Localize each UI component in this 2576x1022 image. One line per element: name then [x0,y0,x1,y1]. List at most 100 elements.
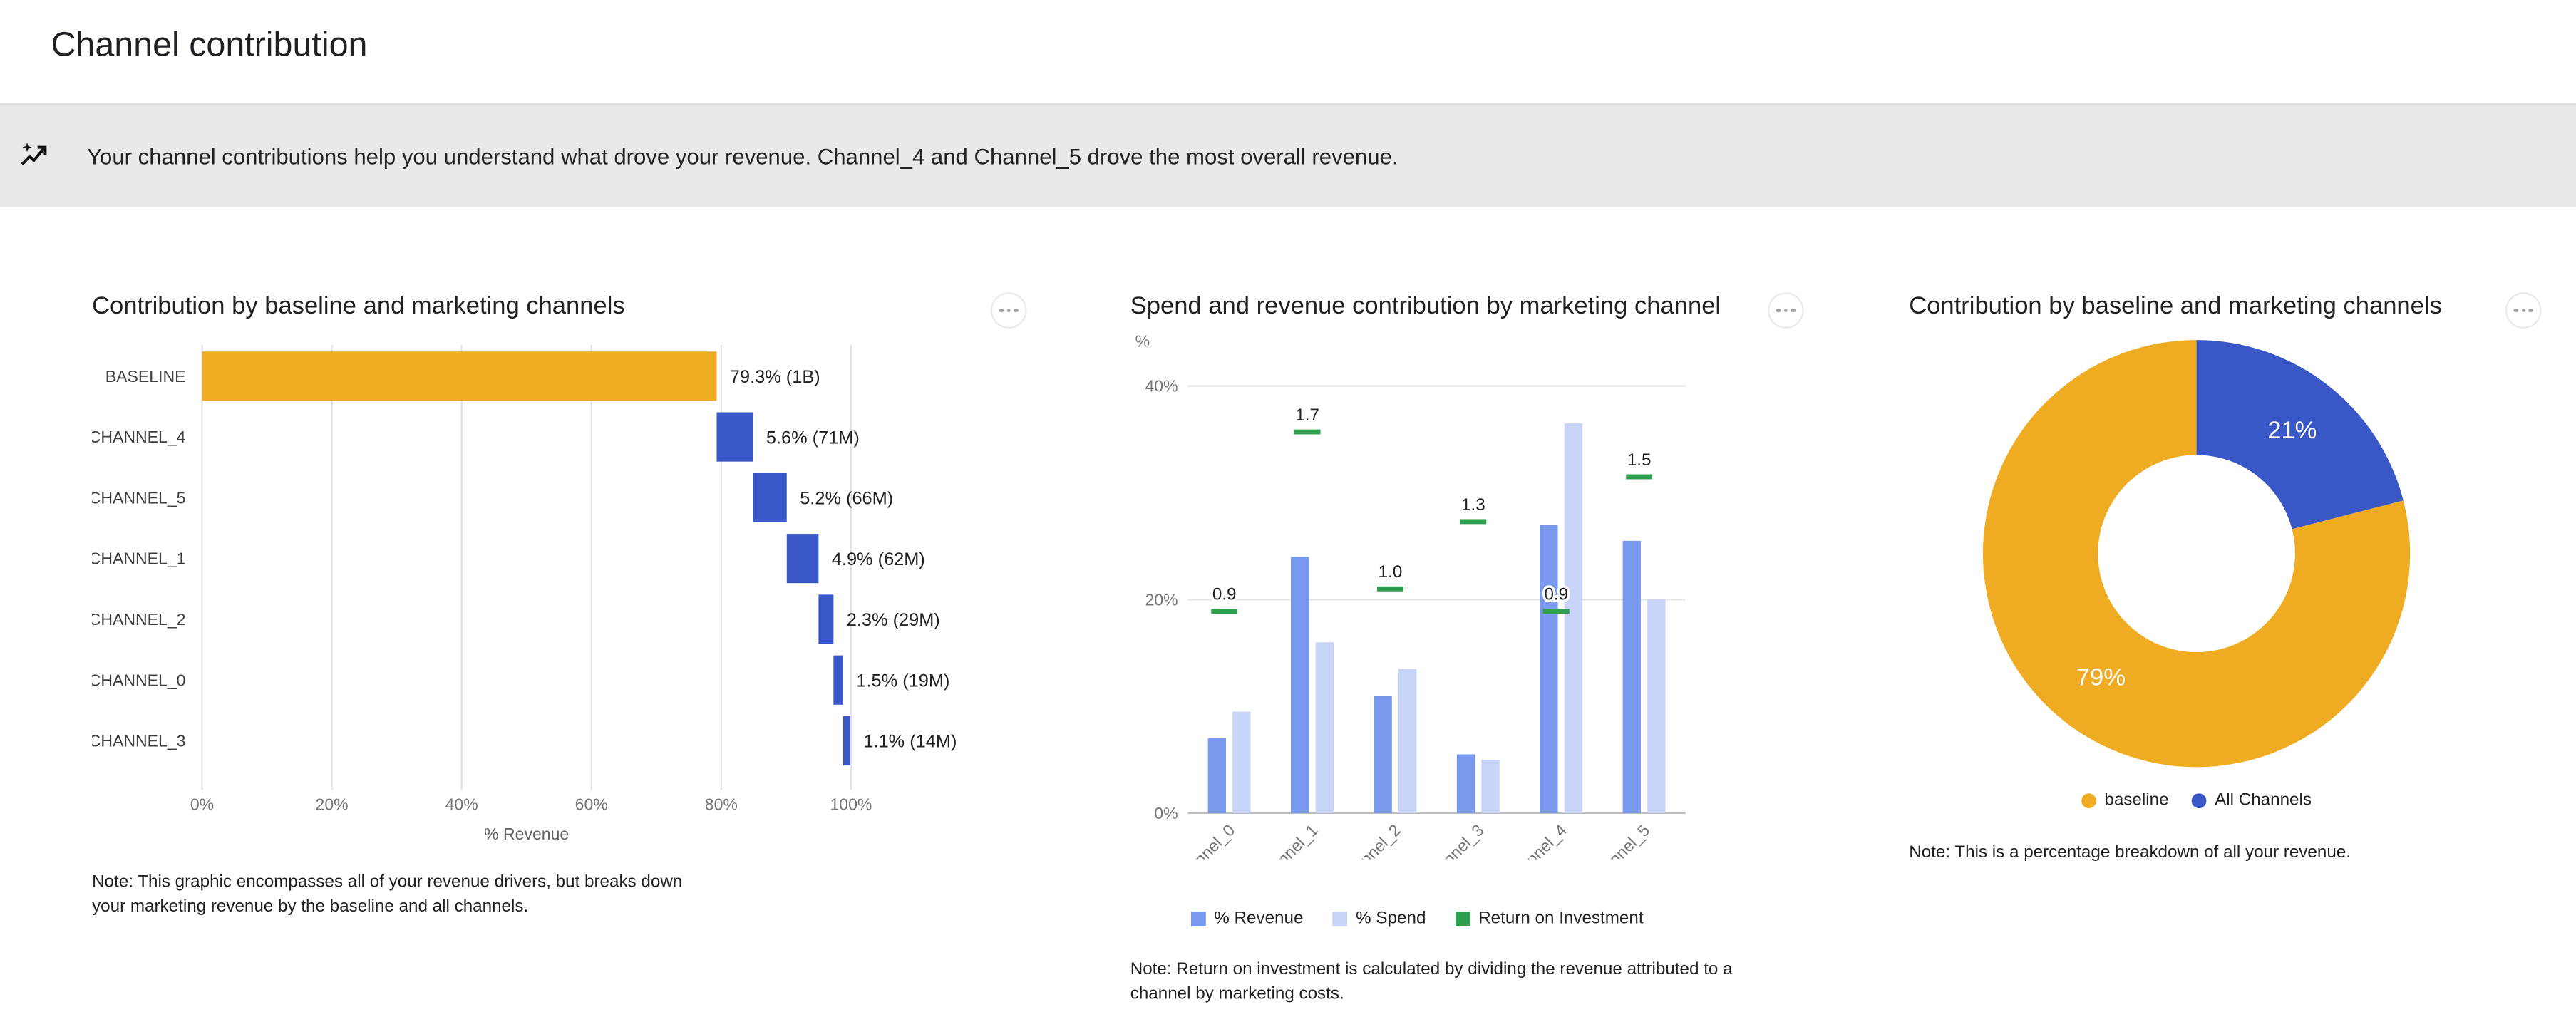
spend-bar [1398,669,1417,813]
roi-value-label: 1.3 [1461,495,1485,515]
donut-slice-baseline [1982,340,2411,768]
x-tick-label: Channel_1 [1252,820,1322,859]
x-axis-title: % Revenue [484,825,569,843]
insights-icon [18,140,51,172]
menu-dot [1783,308,1788,313]
menu-dot [2528,308,2533,313]
menu-dot [2513,308,2518,313]
bar-value-label: 79.3% (1B) [730,367,820,387]
category-label: CHANNEL_2 [92,610,185,629]
legend-label-baseline: baseline [2104,790,2169,810]
spend-revenue-legend: % Revenue % Spend Return on Investment [1191,908,1644,929]
roi-marker [1294,429,1321,435]
x-tick-label: Channel_3 [1418,820,1487,859]
menu-dot [1006,308,1011,313]
y-axis-title: % [1135,331,1150,350]
legend-item-revenue[interactable]: % Revenue [1191,908,1304,929]
donut-chart-menu-button[interactable] [2505,292,2542,329]
waterfall-bar [786,534,819,584]
x-tick-label: Channel_5 [1584,820,1653,859]
revenue-bar [1622,540,1641,813]
roi-value-label: 0.9 [1544,585,1568,604]
menu-dot [2521,308,2526,313]
legend-label-roi: Return on Investment [1478,908,1644,929]
x-tick-label: 0% [190,795,214,813]
slice-percentage-label: 21% [2267,417,2317,444]
menu-dot [1791,308,1796,313]
spend-bar [1564,423,1583,813]
roi-marker [1460,519,1487,525]
spend-revenue-chart: % 0% 20% 40% 0.9 Channel_0 1.7 Channel_1 1.0 Chan… [1135,331,1686,859]
spend-revenue-chart-note: Note: Return on investment is calculated… [1130,959,1733,1004]
spend-revenue-chart-card: Spend and revenue contribution by market… [1130,292,1808,1015]
bar-value-label: 5.6% (71M) [766,428,860,448]
legend-item-all-channels[interactable]: All Channels [2191,790,2312,810]
waterfall-bar [818,594,834,644]
waterfall-bar [202,351,717,401]
page-title: Channel contribution [51,26,368,64]
spend-bar [1481,759,1500,813]
bar-value-label: 4.9% (62M) [832,549,925,569]
roi-value-label: 1.0 [1379,562,1403,582]
waterfall-chart-card: Contribution by baseline and marketing c… [92,292,1036,1015]
legend-label-all-channels: All Channels [2215,790,2312,810]
roi-value-label: 1.5 [1627,450,1652,470]
bar-value-label: 1.5% (19M) [856,671,949,691]
all-channels-swatch [2191,793,2207,807]
category-label: CHANNEL_0 [92,671,185,689]
legend-item-roi[interactable]: Return on Investment [1455,908,1644,929]
bar-value-label: 1.1% (14M) [863,732,957,752]
x-tick-label: 40% [445,795,478,813]
roi-marker [1542,609,1570,614]
menu-dot [1776,308,1781,313]
waterfall-chart-note: Note: This graphic encompasses all of yo… [92,872,683,917]
spend-swatch [1332,911,1348,926]
x-tick-label: 20% [316,795,349,813]
roi-marker [1377,586,1403,592]
donut-chart: 79% 21% [1982,340,2411,768]
x-tick-label: 100% [830,795,872,813]
revenue-bar [1207,738,1226,813]
page-header: Channel contribution [0,0,2576,103]
waterfall-chart-menu-button[interactable] [990,292,1027,329]
x-tick-label: Channel_4 [1501,820,1570,859]
waterfall-bar [753,473,787,522]
revenue-bar [1456,754,1475,813]
legend-label-revenue: % Revenue [1214,908,1304,929]
y-tick-label: 40% [1145,377,1178,396]
category-label: CHANNEL_3 [92,732,185,750]
y-tick-label: 20% [1145,590,1178,609]
bar-value-label: 5.2% (66M) [800,489,893,509]
spend-revenue-chart-menu-button[interactable] [1768,292,1804,329]
roi-marker [1626,474,1653,480]
revenue-bar [1374,696,1392,813]
category-label: CHANNEL_4 [92,428,186,446]
bar-value-label: 2.3% (29M) [847,610,940,630]
menu-dot [999,308,1004,313]
category-label: BASELINE [105,367,186,386]
x-tick-label: Channel_2 [1335,820,1404,859]
roi-value-label: 0.9 [1212,585,1237,604]
revenue-swatch [1191,911,1206,926]
waterfall-bar [716,412,753,462]
legend-label-spend: % Spend [1356,908,1426,929]
y-tick-label: 0% [1154,804,1178,822]
roi-marker [1211,609,1238,614]
legend-item-spend[interactable]: % Spend [1332,908,1426,929]
x-tick-label: Channel_0 [1169,820,1238,859]
legend-item-baseline[interactable]: baseline [2081,790,2169,810]
roi-value-label: 1.7 [1295,406,1319,425]
insight-banner: Your channel contributions help you unde… [0,103,2576,207]
charts-row: Contribution by baseline and marketing c… [0,207,2576,1021]
menu-dot [1014,308,1019,313]
waterfall-chart-title: Contribution by baseline and marketing c… [92,292,625,321]
category-label: CHANNEL_5 [92,488,185,507]
donut-chart-note: Note: This is a percentage breakdown of … [1909,842,2351,863]
donut-chart-card: Contribution by baseline and marketing c… [1909,292,2550,982]
insight-text: Your channel contributions help you unde… [87,143,1398,169]
x-tick-label: 60% [575,795,608,813]
spend-bar [1647,599,1666,813]
revenue-bar [1291,557,1309,813]
category-label: CHANNEL_1 [92,549,185,568]
